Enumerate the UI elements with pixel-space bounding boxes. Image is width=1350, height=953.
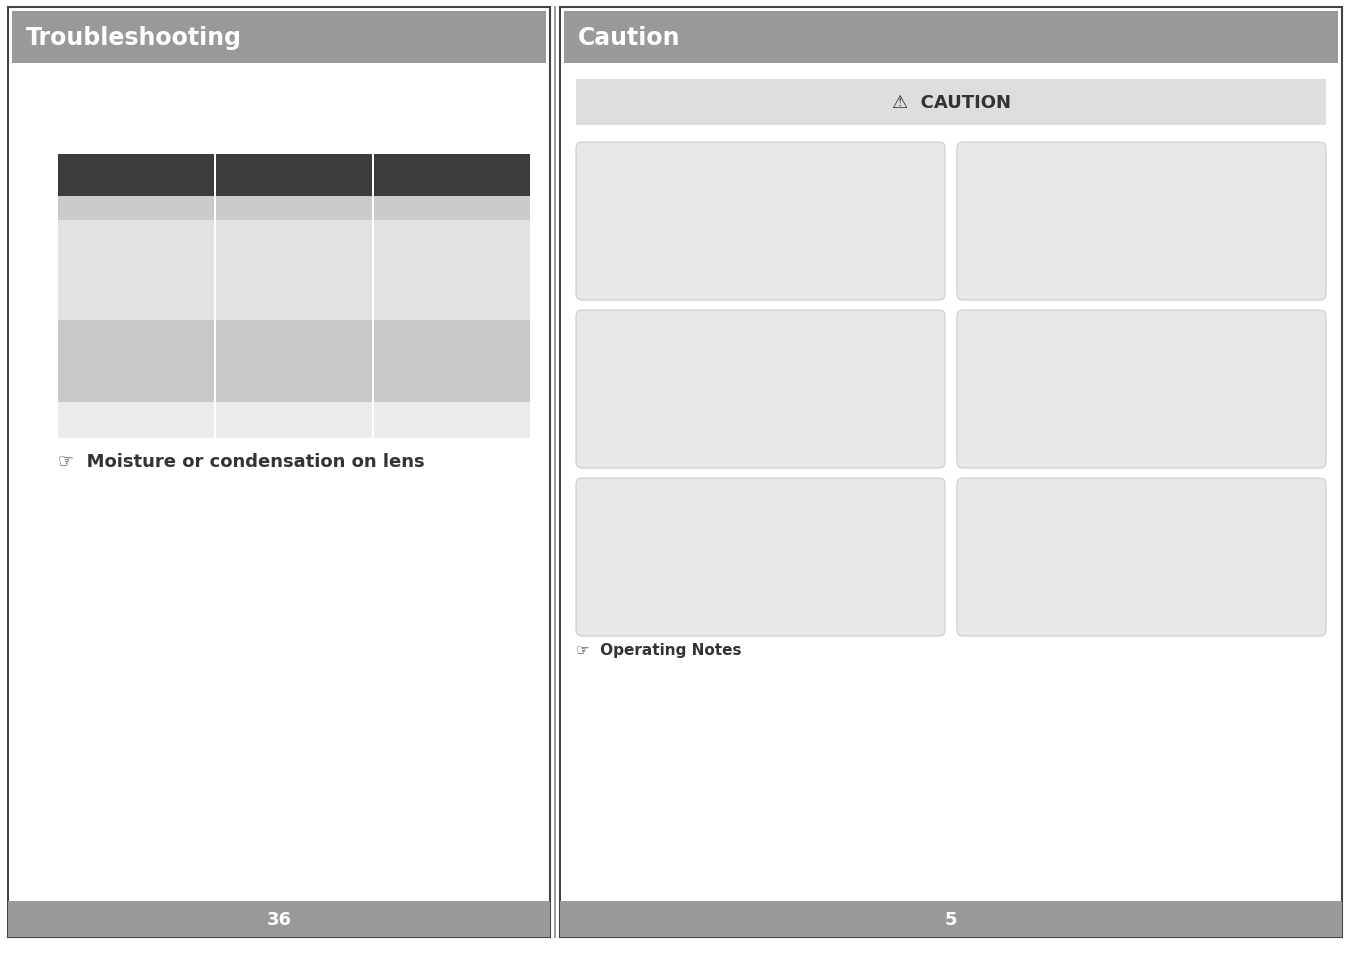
Text: 5: 5 [945,910,957,928]
Bar [560,901,1342,937]
FancyBboxPatch shape [957,311,1326,469]
FancyBboxPatch shape [576,311,945,469]
Bar [58,402,215,438]
Bar [374,221,531,320]
Text: ☞  Operating Notes: ☞ Operating Notes [576,643,741,658]
Bar [58,196,215,221]
Bar [216,402,373,438]
Bar [58,154,215,196]
Bar [560,8,1342,937]
Bar [564,12,1338,64]
Bar [216,320,373,402]
Bar [216,196,373,221]
Text: ⚠  CAUTION: ⚠ CAUTION [891,94,1011,112]
Bar [12,12,545,64]
Bar [374,196,531,221]
Bar [374,154,531,196]
Bar [576,80,1326,126]
FancyBboxPatch shape [576,478,945,637]
Bar [216,221,373,320]
Bar [58,320,215,402]
Bar [58,221,215,320]
Text: Troubleshooting: Troubleshooting [26,26,242,50]
Text: 36: 36 [266,910,292,928]
Bar [8,8,549,937]
FancyBboxPatch shape [957,478,1326,637]
FancyBboxPatch shape [576,143,945,301]
Text: ☞  Moisture or condensation on lens: ☞ Moisture or condensation on lens [58,453,425,471]
Bar [374,402,531,438]
Bar [216,154,373,196]
Bar [374,320,531,402]
FancyBboxPatch shape [957,143,1326,301]
Bar [8,901,549,937]
Text: Caution: Caution [578,26,680,50]
